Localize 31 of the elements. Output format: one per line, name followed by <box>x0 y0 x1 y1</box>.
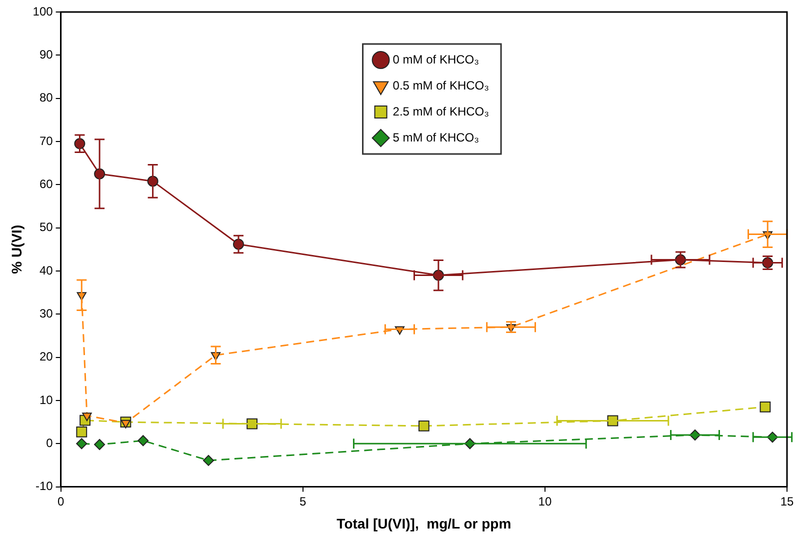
y-tick-label: 30 <box>39 306 54 320</box>
y-tick-label: 0 <box>46 436 54 450</box>
point <box>202 454 214 466</box>
y-tick-label: 40 <box>39 263 54 278</box>
legend-label: 0.5 mM of KHCO₃ <box>392 78 490 92</box>
y-axis-title: % U(VI) <box>8 224 24 274</box>
y-tick-label: 70 <box>39 134 54 148</box>
y-tick-label: 80 <box>39 90 54 105</box>
y-tick-label: 10 <box>39 392 54 407</box>
x-axis-title: Total [U(VI)], mg/L or ppm <box>336 515 512 532</box>
point <box>76 438 88 450</box>
y-tick-label: 100 <box>32 4 54 18</box>
y-tick-label: 90 <box>39 47 54 62</box>
legend-label: 5 mM of KHCO₃ <box>392 130 480 144</box>
point <box>138 435 149 446</box>
point <box>760 402 771 412</box>
y-tick-label: 60 <box>39 176 54 191</box>
y-tick-label: 20 <box>39 350 54 364</box>
point <box>418 420 430 432</box>
x-tick-label: 15 <box>780 494 794 508</box>
legend-label: 2.5 mM of KHCO₃ <box>392 104 490 118</box>
y-tick-label: 50 <box>39 220 54 234</box>
x-tick-label: 10 <box>538 494 552 508</box>
x-tick-label: 0 <box>57 494 64 508</box>
point <box>120 420 131 428</box>
x-tick-label: 5 <box>300 494 307 508</box>
y-tick-label: -10 <box>35 479 54 494</box>
point <box>94 439 106 450</box>
point <box>76 426 88 438</box>
point <box>82 412 92 422</box>
legend-label: 0 mM of KHCO₃ <box>392 52 480 66</box>
